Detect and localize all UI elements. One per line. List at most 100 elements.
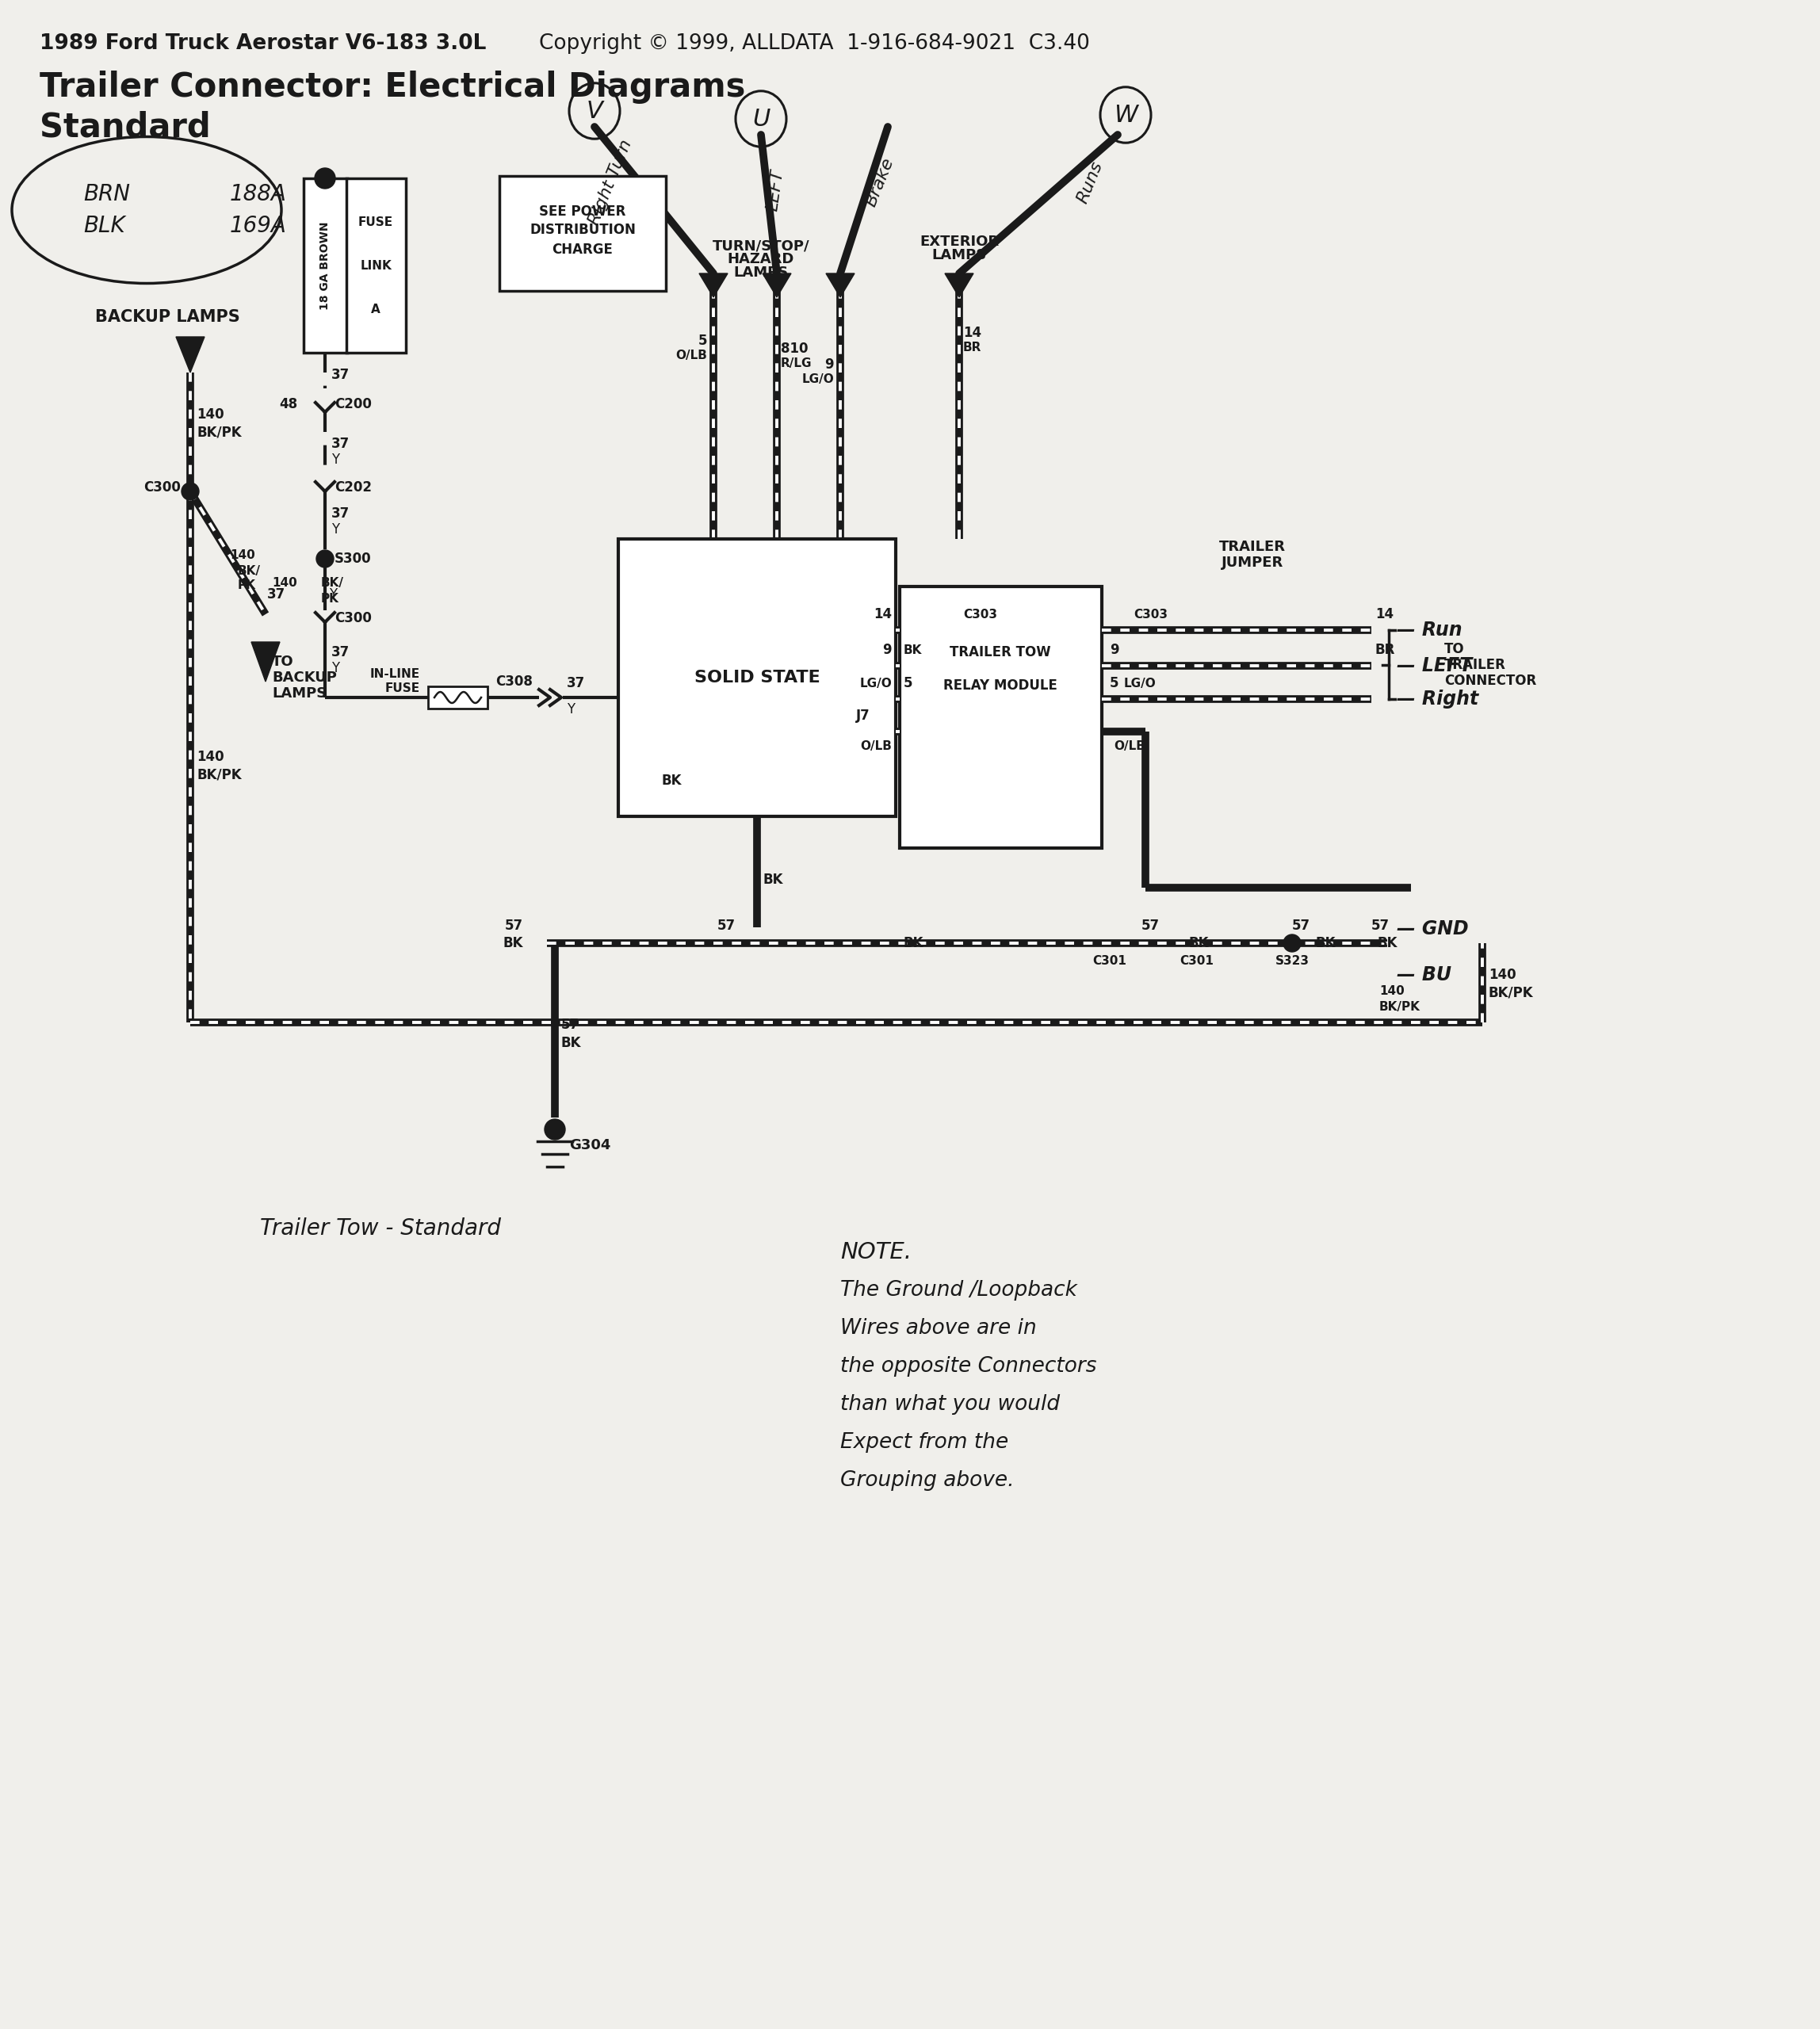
Text: PK: PK — [238, 578, 257, 590]
Text: C300: C300 — [335, 611, 371, 625]
Text: BR: BR — [1376, 643, 1396, 657]
Text: BK/: BK/ — [320, 576, 344, 588]
Text: CHARGE: CHARGE — [551, 243, 613, 258]
Bar — [619, 540, 895, 816]
Text: R/LG: R/LG — [781, 357, 812, 369]
Text: Standard: Standard — [40, 110, 211, 144]
Text: BK: BK — [1188, 935, 1208, 950]
Bar — [304, 179, 348, 353]
Text: 57: 57 — [1370, 919, 1390, 933]
Text: 14: 14 — [1376, 607, 1394, 621]
Text: 37: 37 — [331, 436, 349, 450]
Text: C300: C300 — [144, 481, 180, 495]
Text: U: U — [752, 108, 770, 130]
Text: 1989 Ford Truck Aerostar V6-183 3.0L: 1989 Ford Truck Aerostar V6-183 3.0L — [40, 32, 486, 55]
Text: TRAILER: TRAILER — [1219, 540, 1285, 554]
Text: EXTERIOR: EXTERIOR — [919, 235, 999, 250]
Text: Y: Y — [331, 452, 339, 467]
Text: FUSE: FUSE — [359, 215, 393, 227]
Text: 140: 140 — [271, 576, 297, 588]
Text: 140: 140 — [1380, 984, 1405, 996]
Text: V: V — [586, 99, 602, 122]
Text: DISTRIBUTION: DISTRIBUTION — [530, 223, 635, 237]
Polygon shape — [826, 274, 855, 296]
Text: LINK: LINK — [360, 260, 391, 272]
Text: 9: 9 — [1110, 643, 1119, 657]
Text: 188A: 188A — [229, 183, 288, 205]
Text: 5: 5 — [905, 676, 914, 690]
Text: 57: 57 — [1141, 919, 1159, 933]
Text: NOTE.: NOTE. — [841, 1242, 912, 1264]
Text: 169A: 169A — [229, 215, 288, 237]
Text: 57: 57 — [1292, 919, 1310, 933]
Text: CONNECTOR: CONNECTOR — [1445, 674, 1536, 688]
Text: — Right: — Right — [1396, 690, 1478, 708]
Text: HAZARD: HAZARD — [728, 252, 794, 266]
Polygon shape — [251, 641, 280, 682]
Text: 37: 37 — [331, 645, 349, 659]
Text: BR: BR — [963, 341, 981, 353]
Circle shape — [315, 168, 335, 189]
Text: FUSE: FUSE — [386, 682, 420, 694]
Text: TO: TO — [1445, 641, 1465, 655]
Text: Wires above are in: Wires above are in — [841, 1319, 1037, 1339]
Text: BACKUP: BACKUP — [271, 670, 337, 686]
Text: 140: 140 — [229, 550, 255, 560]
Text: — Run: — Run — [1396, 621, 1461, 639]
Text: Y: Y — [329, 586, 337, 601]
Text: O/LB: O/LB — [861, 741, 892, 753]
Bar — [499, 177, 666, 290]
Circle shape — [1283, 935, 1301, 952]
Circle shape — [182, 483, 198, 499]
Polygon shape — [763, 274, 792, 296]
Text: O/LB: O/LB — [1114, 741, 1145, 753]
Text: BK: BK — [763, 872, 784, 887]
Text: 57: 57 — [561, 1019, 579, 1033]
Text: TURN/STOP/: TURN/STOP/ — [712, 239, 810, 254]
Text: The Ground /Loopback: The Ground /Loopback — [841, 1280, 1077, 1301]
Text: S300: S300 — [335, 552, 371, 566]
Text: BACKUP LAMPS: BACKUP LAMPS — [95, 308, 240, 325]
Text: G304: G304 — [570, 1138, 612, 1152]
Text: — LEFT: — LEFT — [1396, 655, 1472, 676]
Text: IN-LINE: IN-LINE — [369, 668, 420, 680]
Text: — BU: — BU — [1396, 966, 1451, 984]
Text: than what you would: than what you would — [841, 1394, 1059, 1414]
Text: 37: 37 — [268, 586, 286, 601]
Text: Y: Y — [331, 521, 339, 536]
Text: C308: C308 — [495, 674, 533, 688]
Text: RELAY MODULE: RELAY MODULE — [943, 680, 1057, 694]
Text: BK/PK: BK/PK — [1489, 986, 1534, 1000]
Text: 5: 5 — [697, 333, 708, 347]
Text: Trailer Tow - Standard: Trailer Tow - Standard — [260, 1217, 501, 1240]
Text: BK/PK: BK/PK — [197, 424, 242, 438]
Text: LEFT: LEFT — [764, 168, 786, 211]
Text: LAMPS: LAMPS — [932, 248, 986, 262]
Text: BK: BK — [905, 935, 925, 950]
Text: LG/O: LG/O — [1125, 678, 1156, 690]
Text: Copyright © 1999, ALLDATA  1-916-684-9021  C3.40: Copyright © 1999, ALLDATA 1-916-684-9021… — [539, 32, 1090, 55]
Text: LG/O: LG/O — [801, 373, 834, 386]
Text: O/LB: O/LB — [675, 349, 708, 361]
Text: BK: BK — [662, 773, 682, 787]
Text: the opposite Connectors: the opposite Connectors — [841, 1355, 1097, 1378]
Text: BRN: BRN — [84, 183, 129, 205]
Bar — [346, 179, 406, 353]
Text: 37: 37 — [331, 507, 349, 521]
Text: 18 GA BROWN: 18 GA BROWN — [320, 221, 331, 310]
Text: BK: BK — [1316, 935, 1336, 950]
Text: 14: 14 — [963, 327, 981, 341]
Text: Brake: Brake — [863, 156, 897, 209]
Text: Y: Y — [331, 661, 339, 676]
Text: LAMPS: LAMPS — [733, 266, 788, 280]
Text: C202: C202 — [335, 481, 371, 495]
Polygon shape — [699, 274, 728, 296]
Circle shape — [544, 1120, 566, 1140]
Text: 5: 5 — [1110, 676, 1119, 690]
Text: — GND: — GND — [1396, 919, 1469, 937]
Text: TRAILER TOW: TRAILER TOW — [950, 645, 1050, 659]
Text: 9: 9 — [824, 357, 834, 371]
Polygon shape — [945, 274, 974, 296]
Text: Grouping above.: Grouping above. — [841, 1471, 1014, 1491]
Text: 810: 810 — [781, 341, 808, 355]
